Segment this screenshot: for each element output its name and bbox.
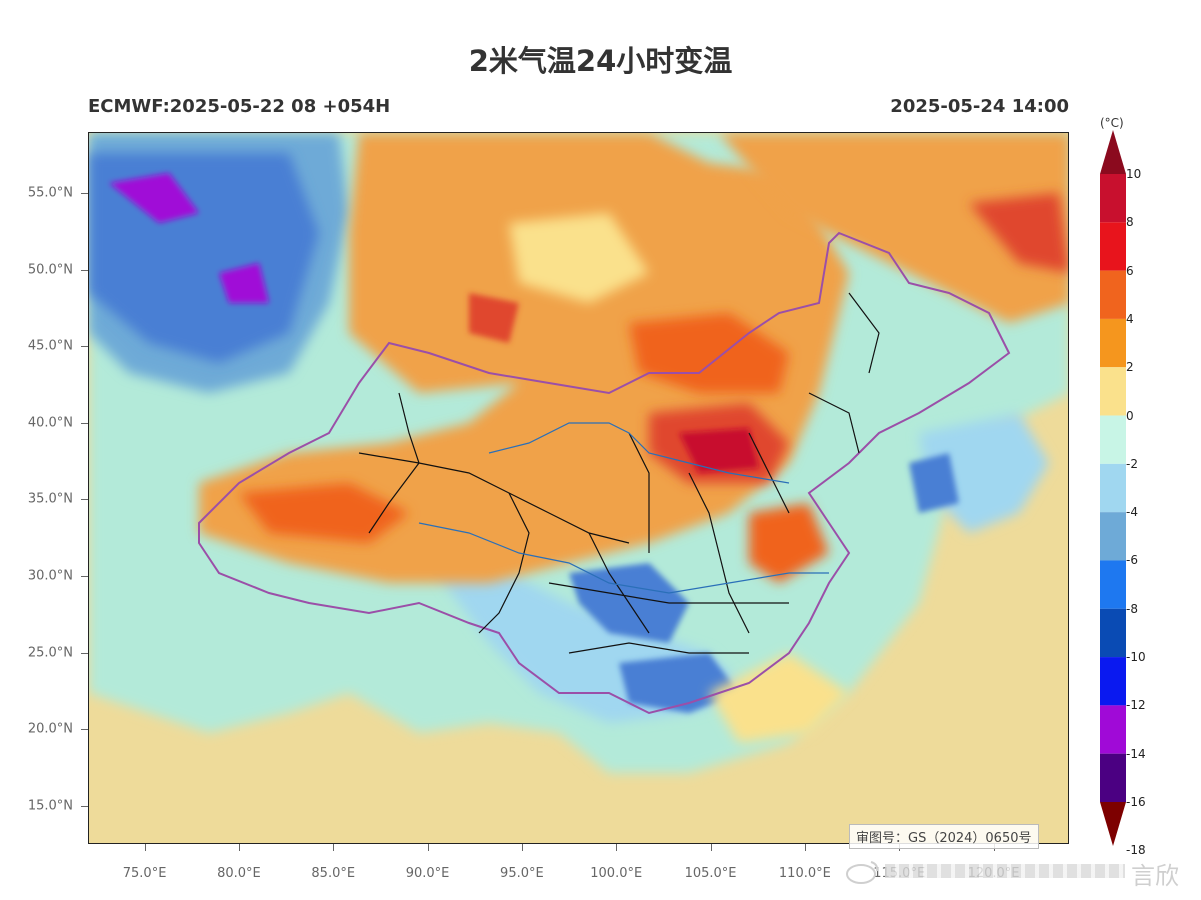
hot-zone-far-ne xyxy=(969,193,1068,273)
lat-tick xyxy=(81,346,88,348)
colorbar-label: 6 xyxy=(1126,263,1134,278)
watermark-username-blur xyxy=(885,864,1125,878)
colorbar-label: -4 xyxy=(1126,505,1138,520)
colorbar-label: -10 xyxy=(1126,650,1146,665)
lat-label: 55.0°N xyxy=(27,185,73,201)
colorbar-label: -8 xyxy=(1126,601,1138,616)
watermark-text: 言欣 xyxy=(1131,862,1179,890)
rivers xyxy=(418,422,829,594)
lat-tick xyxy=(81,729,88,731)
lat-label: 25.0°N xyxy=(27,645,73,661)
colorbar-segment xyxy=(1100,367,1126,416)
colorbar-segment xyxy=(1100,174,1126,223)
colorbar-segment xyxy=(1100,560,1126,609)
lon-label: 105.0°E xyxy=(684,866,737,881)
lat-label: 15.0°N xyxy=(27,798,73,814)
lon-tick xyxy=(616,844,618,851)
lon-label: 95.0°E xyxy=(500,866,544,881)
hot-zone-east xyxy=(749,503,829,583)
neutral-zone-mongolia xyxy=(509,213,649,303)
colorbar-segment xyxy=(1100,608,1126,658)
colorbar-label: 10 xyxy=(1126,167,1142,181)
lat-label: 40.0°N xyxy=(27,415,73,431)
colorbar-segment xyxy=(1100,270,1126,319)
colorbar-segment xyxy=(1100,753,1126,802)
map-title: 2米气温24小时变温 xyxy=(468,44,733,78)
lon-label: 75.0°E xyxy=(122,866,167,881)
map-approval-number: 审图号：GS（2024）0650号 xyxy=(849,824,1039,849)
colorbar-unit: (°C) xyxy=(1100,116,1124,130)
warm-band-ne xyxy=(719,133,1068,323)
lon-tick xyxy=(144,844,146,851)
map-canvas xyxy=(89,133,1068,843)
hot-zone-tibet xyxy=(239,483,409,543)
neutral-zone-southeast xyxy=(709,653,849,743)
colorbar-label: -16 xyxy=(1126,795,1146,809)
colorbar-label: -12 xyxy=(1126,698,1146,713)
lat-label: 35.0°N xyxy=(27,491,73,507)
colorbar-label: -14 xyxy=(1126,746,1146,761)
lat-tick xyxy=(81,652,88,654)
colorbar-label: -6 xyxy=(1126,553,1138,568)
colorbar-label: 0 xyxy=(1126,408,1134,423)
colorbar-label: -2 xyxy=(1126,456,1138,471)
colorbar xyxy=(1100,130,1126,846)
lat-tick xyxy=(81,422,88,424)
lon-tick xyxy=(333,844,335,851)
cold-patch-sea xyxy=(909,453,959,513)
lon-tick xyxy=(710,844,712,851)
lat-label: 50.0°N xyxy=(27,262,73,278)
colorbar-segment xyxy=(1100,657,1126,706)
colorbar-segment xyxy=(1100,463,1126,513)
colorbar-segment xyxy=(1100,802,1126,846)
watermark: 言欣 xyxy=(845,852,1201,892)
lat-tick xyxy=(81,805,88,807)
weibo-logo-icon xyxy=(846,861,879,884)
colorbar-label: -18 xyxy=(1126,843,1146,858)
province-borders xyxy=(358,292,880,654)
lon-label: 110.0°E xyxy=(778,866,831,881)
lon-label: 80.0°E xyxy=(217,866,261,881)
colorbar-segment xyxy=(1100,222,1126,271)
colorbar-label: 4 xyxy=(1126,311,1134,326)
valid-time-label: 2025-05-24 14:00 xyxy=(890,96,1069,117)
model-run-label: ECMWF:2025-05-22 08 +054H xyxy=(88,96,391,117)
colorbar-label: 8 xyxy=(1126,215,1134,230)
china-border xyxy=(198,231,1011,715)
lat-tick xyxy=(81,576,88,578)
colorbar-segment xyxy=(1100,705,1126,754)
lat-label: 45.0°N xyxy=(27,338,73,354)
colorbar-label: 2 xyxy=(1126,360,1134,375)
hot-core-north-china xyxy=(679,428,759,473)
lon-label: 85.0°E xyxy=(311,866,356,881)
colorbar-segment xyxy=(1100,512,1126,561)
hot-spot-west xyxy=(469,293,519,343)
lat-tick xyxy=(81,499,88,501)
lon-tick xyxy=(804,844,806,851)
lon-tick xyxy=(521,844,523,851)
temperature-change-map xyxy=(88,132,1069,844)
lon-label: 100.0°E xyxy=(590,866,643,881)
cold-patch-south xyxy=(619,653,739,713)
colorbar-segment xyxy=(1100,318,1126,368)
lon-label: 90.0°E xyxy=(405,866,450,881)
lon-tick xyxy=(238,844,240,851)
lat-tick xyxy=(81,193,88,195)
lat-tick xyxy=(81,269,88,271)
lon-tick xyxy=(427,844,429,851)
colorbar-segment xyxy=(1100,415,1126,464)
cold-peak-nw-2 xyxy=(219,263,269,303)
cold-peak-nw xyxy=(109,173,199,223)
lat-label: 20.0°N xyxy=(27,721,73,737)
colorbar-segment xyxy=(1100,130,1126,174)
lat-label: 30.0°N xyxy=(27,568,73,584)
